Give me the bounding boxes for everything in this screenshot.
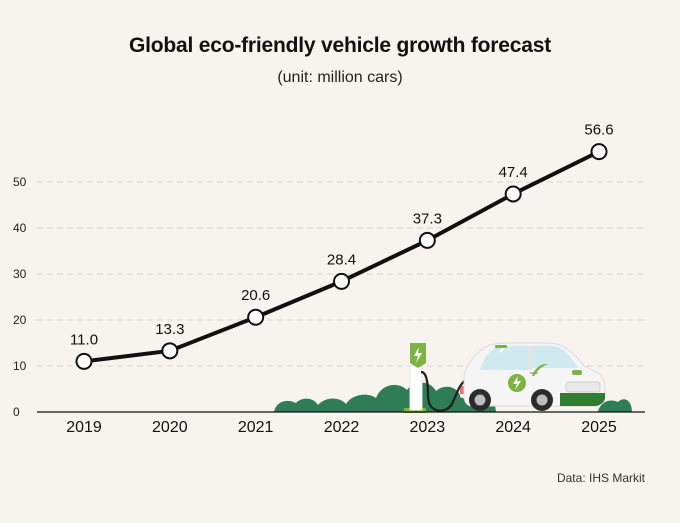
data-label: 28.4 — [327, 251, 356, 268]
x-tick-label: 2022 — [324, 419, 360, 436]
data-points — [75, 143, 608, 370]
data-source: Data: IHS Markit — [556, 471, 645, 485]
x-tick-label: 2024 — [495, 419, 531, 436]
chart-subtitle: (unit: million cars) — [277, 69, 403, 86]
y-tick-label: 40 — [13, 221, 27, 235]
data-point — [418, 231, 436, 249]
y-tick-label: 10 — [13, 359, 27, 373]
x-axis-ticks: 2019 2020 2021 2022 2023 2024 2025 — [66, 419, 617, 436]
y-tick-label: 50 — [13, 175, 27, 189]
x-tick-label: 2020 — [152, 419, 188, 436]
y-axis-ticks: 0 10 20 30 40 50 — [13, 175, 27, 419]
y-tick-label: 20 — [13, 313, 27, 327]
x-tick-label: 2021 — [238, 419, 274, 436]
x-tick-label: 2019 — [66, 419, 102, 436]
data-point — [75, 352, 93, 370]
x-tick-label: 2025 — [581, 419, 617, 436]
y-tick-label: 30 — [13, 267, 27, 281]
data-labels: 11.0 13.3 20.6 28.4 37.3 47.4 56.6 — [70, 122, 614, 349]
electric-car-icon — [463, 342, 606, 411]
lightning-icon — [414, 347, 422, 363]
data-point — [590, 143, 608, 161]
data-label: 20.6 — [241, 287, 270, 304]
data-label: 47.4 — [499, 164, 528, 181]
chart-title: Global eco-friendly vehicle growth forec… — [128, 34, 551, 57]
data-point — [161, 342, 179, 360]
data-label: 37.3 — [413, 210, 442, 227]
data-point — [247, 308, 265, 326]
data-label: 11.0 — [70, 331, 98, 348]
lightning-icon — [513, 376, 521, 390]
data-label: 56.6 — [584, 122, 613, 139]
bush-icon — [598, 399, 632, 412]
data-point — [333, 272, 350, 290]
data-label: 13.3 — [155, 321, 184, 338]
y-tick-label: 0 — [13, 405, 20, 419]
illustration — [274, 342, 632, 413]
data-point — [504, 185, 522, 203]
x-tick-label: 2023 — [410, 419, 446, 436]
bush-icon — [274, 382, 462, 412]
